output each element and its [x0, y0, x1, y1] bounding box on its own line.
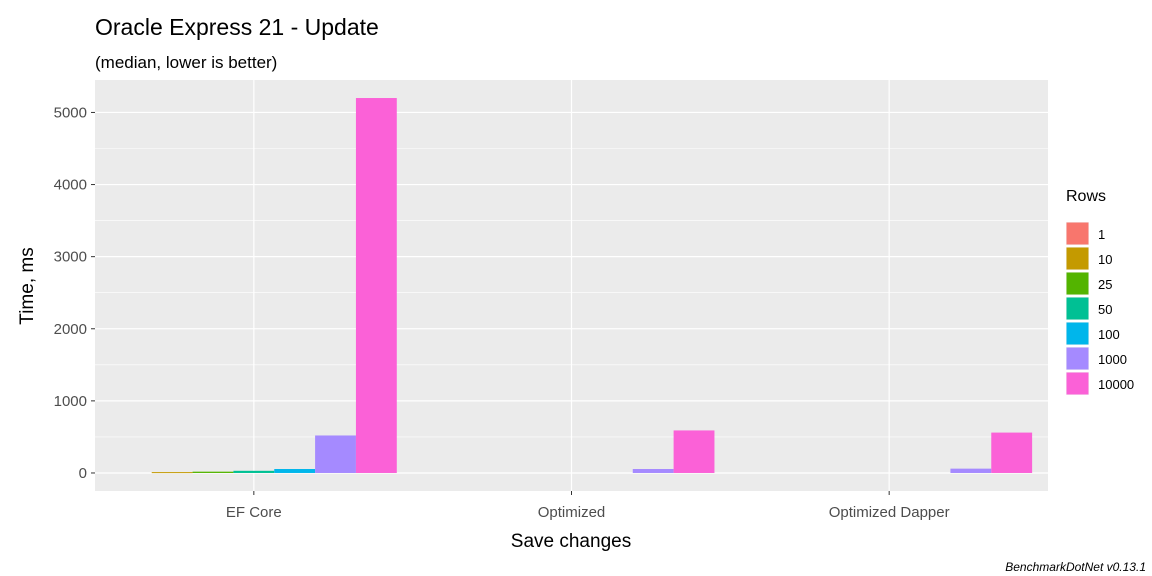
y-tick-label: 3000	[54, 249, 87, 266]
bars	[151, 98, 1033, 474]
bar-ef-core-rows-25	[192, 471, 234, 473]
legend-swatch-1000	[1066, 347, 1089, 370]
bar-optimized-dapper-rows-10000	[991, 432, 1033, 473]
legend-label-10000: 10000	[1098, 377, 1134, 392]
y-axis-ticks: 0 1000 2000 3000 4000 5000	[54, 104, 95, 482]
bar-ef-core-rows-50	[233, 470, 275, 473]
legend-label-10: 10	[1098, 252, 1112, 267]
bar-ef-core-rows-10	[151, 472, 193, 474]
legend-swatch-1	[1066, 222, 1089, 245]
gridlines	[95, 80, 1048, 491]
x-tick-label: Optimized	[538, 504, 606, 521]
bar-optimized-rows-1000	[632, 469, 674, 473]
bar-ef-core-rows-10000	[355, 98, 397, 473]
y-tick-label: 0	[79, 465, 87, 482]
bar-optimized-dapper-rows-1000	[950, 468, 992, 473]
legend-title: Rows	[1066, 188, 1106, 205]
legend: 1 10 25 50 100 1000 10000	[1066, 222, 1134, 395]
x-tick-label: Optimized Dapper	[829, 504, 950, 521]
legend-swatch-100	[1066, 322, 1089, 345]
y-tick-label: 4000	[54, 177, 87, 194]
bar-optimized-rows-10000	[673, 430, 715, 473]
x-axis-ticks: EF Core Optimized Optimized Dapper	[226, 491, 950, 521]
legend-swatch-25	[1066, 272, 1089, 295]
caption: BenchmarkDotNet v0.13.1	[1005, 560, 1146, 574]
y-tick-label: 1000	[54, 393, 87, 410]
legend-label-50: 50	[1098, 302, 1112, 317]
legend-label-1000: 1000	[1098, 352, 1127, 367]
legend-swatch-10000	[1066, 372, 1089, 395]
legend-label-1: 1	[1098, 227, 1105, 242]
chart-title: Oracle Express 21 - Update	[95, 14, 379, 40]
bar-ef-core-rows-1000	[315, 435, 356, 473]
y-tick-label: 2000	[54, 321, 87, 338]
legend-swatch-10	[1066, 247, 1089, 270]
legend-label-25: 25	[1098, 277, 1112, 292]
chart-subtitle: (median, lower is better)	[95, 53, 277, 72]
y-axis-title: Time, ms	[17, 247, 38, 324]
y-tick-label: 5000	[54, 104, 87, 121]
bar-ef-core-rows-100	[274, 469, 316, 473]
x-tick-label: EF Core	[226, 504, 282, 521]
legend-label-100: 100	[1098, 327, 1120, 342]
legend-swatch-50	[1066, 297, 1089, 320]
x-axis-title: Save changes	[511, 531, 631, 552]
